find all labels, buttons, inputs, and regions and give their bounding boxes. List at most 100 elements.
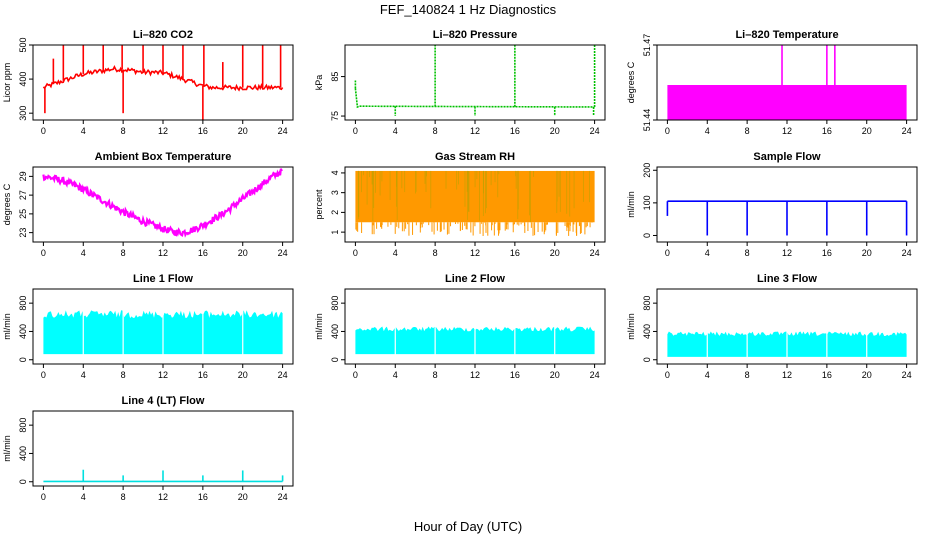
panel-8-xtick-label-6: 24 <box>590 370 600 380</box>
panel-10-ytick-label-1: 400 <box>18 446 28 461</box>
panel-10: Line 4 (LT) Flow ml/min 0 4 8 12 16 20 24 0 400 800 <box>2 395 294 502</box>
panel-10-ytick-label-2: 800 <box>18 418 28 433</box>
panel-7-xtick-label-5: 20 <box>238 370 248 380</box>
panel-3-data <box>667 45 907 120</box>
panel-1-xtick-label-4: 16 <box>198 126 208 136</box>
panel-3-xtick-label-3: 12 <box>782 126 792 136</box>
panel-4-ylabel: degrees C <box>2 183 12 225</box>
panel-5-xtick-label-2: 8 <box>433 248 438 258</box>
panel-2-xtick-label-5: 20 <box>550 126 560 136</box>
panel-4: Ambient Box Temperature degrees C 0 4 8 12 16 2… <box>2 151 294 258</box>
panel-3-xtick-label-4: 16 <box>822 126 832 136</box>
panel-2-xtick-label-3: 12 <box>470 126 480 136</box>
panel-9: Line 3 Flow ml/min 0 4 8 12 16 20 24 0 400 800 <box>626 273 918 380</box>
panel-5-xtick-label-1: 4 <box>393 248 398 258</box>
panel-1-xtick-label-1: 4 <box>81 126 86 136</box>
panel-4-xtick-label-5: 20 <box>238 248 248 258</box>
panel-8-title: Line 2 Flow <box>445 273 505 285</box>
panel-2-box <box>344 44 606 121</box>
panel-3-band <box>667 85 907 120</box>
panel-2-xtick-label-4: 16 <box>510 126 520 136</box>
panel-3-xtick-label-0: 0 <box>665 126 670 136</box>
panel-8-xtick-label-4: 16 <box>510 370 520 380</box>
panel-6-xtick-label-0: 0 <box>665 248 670 258</box>
panel-7-ytick-label-0: 0 <box>18 357 28 362</box>
panel-5-ytick-label-0: 1 <box>330 230 340 235</box>
panel-9-xtick-label-0: 0 <box>665 370 670 380</box>
panel-4-ytick-label-1: 25 <box>18 209 28 219</box>
panel-10-data <box>43 469 284 483</box>
panel-3-xtick-label-6: 24 <box>902 126 912 136</box>
panel-10-xtick-label-5: 20 <box>238 492 248 502</box>
panel-4-data <box>42 168 283 238</box>
panel-6-ytick-label-1: 100 <box>642 195 652 210</box>
panel-4-xtick-label-1: 4 <box>81 248 86 258</box>
panel-7-xtick-label-4: 16 <box>198 370 208 380</box>
panel-2-data <box>354 45 596 117</box>
panel-9-data <box>667 328 907 358</box>
panel-5-ytick-label-2: 3 <box>330 190 340 195</box>
panel-3: Li–820 Temperature degrees C 0 4 8 12 16 20 24 51… <box>626 29 918 136</box>
panel-9-ylabel: ml/min <box>626 313 636 340</box>
panel-5-xtick-label-4: 16 <box>510 248 520 258</box>
panel-8-data <box>355 323 595 355</box>
panel-6-xtick-label-4: 16 <box>822 248 832 258</box>
panel-1: Li–820 CO2 Licor ppm 0 4 8 12 16 20 24 300 400 500 <box>2 29 294 136</box>
panel-2-xtick-label-2: 8 <box>433 126 438 136</box>
panel-9-ytick-label-2: 800 <box>642 296 652 311</box>
panel-2-title: Li–820 Pressure <box>433 29 517 41</box>
panel-3-xtick-label-5: 20 <box>862 126 872 136</box>
panel-7-xtick-label-3: 12 <box>158 370 168 380</box>
panel-4-ytick-label-3: 29 <box>18 171 28 181</box>
panel-4-xtick-label-2: 8 <box>121 248 126 258</box>
panel-1-xtick-label-6: 24 <box>278 126 288 136</box>
panel-9-title: Line 3 Flow <box>757 273 817 285</box>
panel-5-data <box>355 170 595 237</box>
panel-10-xtick-label-1: 4 <box>81 492 86 502</box>
panel-2-xtick-label-0: 0 <box>353 126 358 136</box>
panel-2-xtick-label-1: 4 <box>393 126 398 136</box>
panel-6-xtick-label-2: 8 <box>745 248 750 258</box>
panel-7-data <box>43 307 283 355</box>
panel-10-title: Line 4 (LT) Flow <box>122 395 205 407</box>
panel-10-xtick-label-4: 16 <box>198 492 208 502</box>
panel-1-title: Li–820 CO2 <box>133 29 193 41</box>
panel-5-xtick-label-0: 0 <box>353 248 358 258</box>
panel-8: Line 2 Flow ml/min 0 4 8 12 16 20 24 0 400 800 <box>314 273 606 380</box>
panel-1-data <box>42 45 284 120</box>
panel-7-xtick-label-0: 0 <box>41 370 46 380</box>
figure-xlabel: Hour of Day (UTC) <box>414 519 522 534</box>
panel-1-xtick-label-2: 8 <box>121 126 126 136</box>
panel-2-ylabel: kPa <box>314 75 324 91</box>
panel-8-xtick-label-1: 4 <box>393 370 398 380</box>
panel-8-xtick-label-2: 8 <box>433 370 438 380</box>
panel-9-xtick-label-6: 24 <box>902 370 912 380</box>
panel-10-xtick-label-6: 24 <box>278 492 288 502</box>
panel-4-title: Ambient Box Temperature <box>95 151 232 163</box>
panel-3-ylabel: degrees C <box>626 61 636 103</box>
panel-4-xtick-label-6: 24 <box>278 248 288 258</box>
panel-3-ytick-label-0: 51.44 <box>642 109 652 132</box>
panel-5-xtick-label-6: 24 <box>590 248 600 258</box>
panel-8-ylabel: ml/min <box>314 313 324 340</box>
panel-6-title: Sample Flow <box>753 151 821 163</box>
panel-7: Line 1 Flow ml/min 0 4 8 12 16 20 24 0 400 800 <box>2 273 294 380</box>
panel-6-xtick-label-5: 20 <box>862 248 872 258</box>
panel-10-ytick-label-0: 0 <box>18 479 28 484</box>
panel-7-title: Line 1 Flow <box>133 273 193 285</box>
panel-2: Li–820 Pressure kPa 0 4 8 12 16 20 24 75 85 <box>314 29 606 136</box>
panel-5-ytick-label-3: 4 <box>330 170 340 175</box>
panel-8-ytick-label-2: 800 <box>330 296 340 311</box>
panel-2-series-0 <box>354 88 595 109</box>
panel-9-ytick-label-1: 400 <box>642 324 652 339</box>
panel-6-data <box>666 200 908 236</box>
panel-4-ytick-label-0: 23 <box>18 228 28 238</box>
panel-9-xtick-label-5: 20 <box>862 370 872 380</box>
panel-9-xtick-label-1: 4 <box>705 370 710 380</box>
panel-1-series-0 <box>42 64 284 92</box>
panel-5-title: Gas Stream RH <box>435 151 515 163</box>
panel-1-ylabel: Licor ppm <box>2 63 12 103</box>
